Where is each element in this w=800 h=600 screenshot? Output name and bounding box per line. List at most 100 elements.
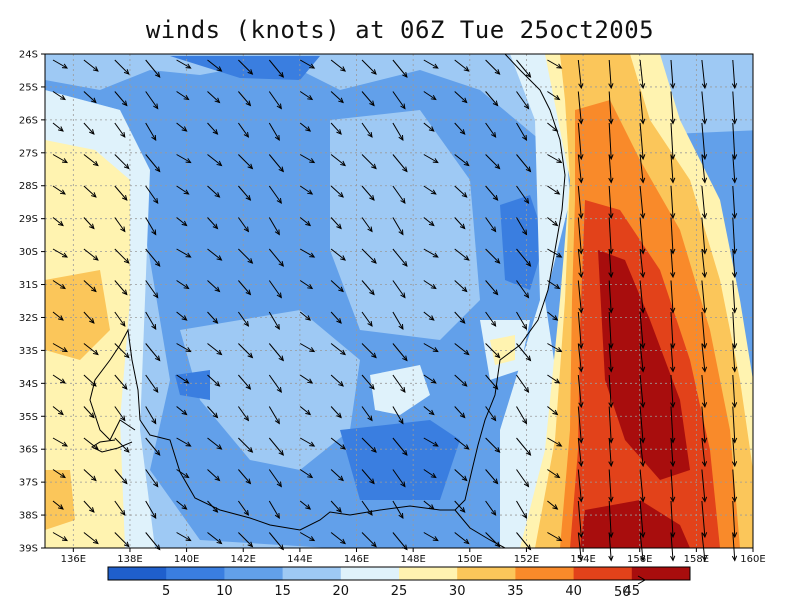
wind-arrow-head bbox=[183, 94, 190, 101]
wind-arrow-shaft bbox=[608, 469, 612, 502]
wind-arrow-shaft bbox=[423, 154, 439, 163]
wind-arrow-head bbox=[61, 441, 68, 447]
wind-arrow-shaft bbox=[299, 469, 313, 478]
wind-arrow-head bbox=[59, 189, 66, 195]
wind-arrow-shaft bbox=[516, 532, 531, 550]
wind-arrow-head bbox=[701, 461, 708, 468]
wind-arrow-shaft bbox=[145, 532, 161, 550]
wind-arrow-shaft bbox=[701, 122, 706, 160]
wind-arrow-head bbox=[309, 347, 316, 353]
wind-arrow-shaft bbox=[299, 122, 311, 132]
lon-label: 158E bbox=[684, 554, 709, 565]
wind-arrow-shaft bbox=[485, 437, 500, 453]
wind-arrow-shaft bbox=[83, 500, 95, 513]
wind-arrow-shaft bbox=[176, 311, 187, 321]
wind-arrow-shaft bbox=[392, 248, 408, 267]
wind-arrow-head bbox=[525, 261, 532, 267]
wind-arrow-head bbox=[492, 100, 499, 107]
wind-arrow-shaft bbox=[423, 248, 439, 258]
wind-arrow-shaft bbox=[670, 311, 674, 349]
wind-arrow-head bbox=[461, 475, 468, 482]
wind-arrow-head bbox=[670, 555, 676, 562]
colorbar-segment bbox=[224, 567, 284, 580]
wind-arrow-shaft bbox=[52, 59, 68, 69]
wind-arrow-head bbox=[552, 409, 559, 416]
wind-arrow-shaft bbox=[392, 500, 404, 519]
wind-arrow-head bbox=[274, 229, 280, 236]
wind-arrow-head bbox=[608, 366, 614, 373]
wind-arrow-head bbox=[216, 444, 223, 450]
wind-arrow-head bbox=[181, 315, 188, 321]
wind-arrow-shaft bbox=[454, 311, 466, 324]
wind-arrow-head bbox=[92, 66, 99, 72]
wind-arrow-head bbox=[701, 213, 708, 220]
wind-arrow-head bbox=[309, 63, 316, 69]
wind-arrow-head bbox=[578, 437, 584, 444]
wind-arrow-head bbox=[185, 158, 192, 164]
wind-arrow-head bbox=[490, 226, 497, 233]
wind-arrow-shaft bbox=[608, 311, 612, 349]
wind-arrow-shaft bbox=[238, 532, 253, 547]
wind-arrow-shaft bbox=[608, 500, 612, 538]
wind-arrow-head bbox=[701, 118, 708, 125]
wind-arrow-head bbox=[490, 509, 497, 516]
wind-arrow-shaft bbox=[176, 469, 189, 478]
wind-arrow-shaft bbox=[701, 343, 706, 372]
wind-arrow-shaft bbox=[299, 532, 315, 541]
wind-arrow-head bbox=[701, 555, 708, 562]
wind-arrow-shaft bbox=[547, 91, 560, 100]
wind-arrow-head bbox=[461, 97, 468, 104]
wind-arrow-shaft bbox=[516, 91, 529, 109]
wind-arrow-shaft bbox=[454, 406, 466, 418]
wind-arrow-shaft bbox=[485, 374, 498, 390]
wind-arrow-head bbox=[525, 544, 532, 551]
wind-arrow-head bbox=[89, 129, 95, 135]
wind-arrow-head bbox=[278, 72, 285, 78]
wind-arrow-shaft bbox=[237, 122, 249, 138]
wind-arrow-shaft bbox=[547, 217, 558, 226]
wind-arrow-head bbox=[90, 381, 97, 387]
lat-label: 24S bbox=[19, 50, 38, 61]
wind-arrow-head bbox=[701, 496, 708, 503]
wind-arrow-shaft bbox=[330, 469, 344, 481]
wind-arrow-shaft bbox=[238, 437, 253, 453]
wind-arrow-shaft bbox=[701, 532, 706, 561]
wind-arrow-shaft bbox=[299, 437, 315, 447]
wind-arrow-shaft bbox=[238, 469, 251, 484]
wind-arrow-head bbox=[154, 166, 161, 173]
wind-arrow-shaft bbox=[52, 406, 64, 415]
wind-arrow-head bbox=[731, 496, 738, 503]
wind-arrow-head bbox=[185, 252, 192, 258]
wind-arrow-shaft bbox=[207, 437, 222, 450]
wind-arrow-shaft bbox=[608, 217, 612, 254]
colorbar-segment bbox=[108, 567, 167, 580]
wind-arrow-head bbox=[185, 441, 192, 447]
contour-25-30-center bbox=[490, 335, 515, 365]
wind-arrow-head bbox=[214, 192, 221, 198]
wind-arrow-shaft bbox=[485, 311, 497, 327]
wind-arrow-head bbox=[340, 255, 347, 261]
wind-arrow-head bbox=[670, 213, 676, 220]
wind-arrow-head bbox=[463, 349, 470, 356]
wind-arrow-head bbox=[494, 541, 501, 548]
wind-arrow-shaft bbox=[207, 217, 218, 229]
wind-arrow-head bbox=[120, 320, 126, 327]
wind-arrow-head bbox=[153, 386, 159, 393]
wind-arrow-head bbox=[608, 83, 614, 90]
wind-arrow-head bbox=[309, 441, 316, 447]
wind-arrow-head bbox=[400, 481, 406, 488]
wind-arrow-shaft bbox=[670, 374, 674, 408]
wind-arrow-head bbox=[640, 437, 646, 444]
wind-arrow-shaft bbox=[299, 59, 315, 69]
wind-arrow-shaft bbox=[238, 374, 251, 390]
wind-arrow-head bbox=[608, 177, 614, 184]
wind-arrow-shaft bbox=[547, 343, 562, 352]
wind-arrow-shaft bbox=[392, 185, 406, 204]
wind-arrow-head bbox=[701, 83, 708, 90]
colorbar-segment bbox=[399, 567, 458, 580]
wind-arrow-head bbox=[90, 192, 97, 198]
wind-arrow-head bbox=[90, 475, 97, 482]
wind-arrow-shaft bbox=[83, 343, 99, 355]
lat-label: 28S bbox=[19, 181, 38, 192]
wind-arrow-shaft bbox=[577, 280, 582, 313]
